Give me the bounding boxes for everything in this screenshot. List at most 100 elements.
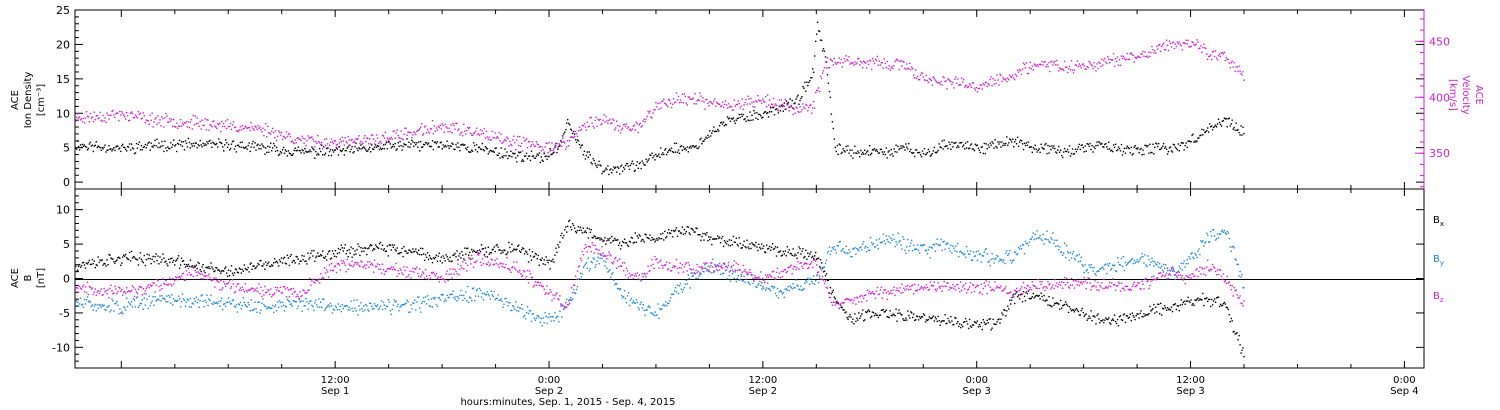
ion-density-point — [621, 170, 624, 172]
bx-point — [458, 255, 460, 257]
ion-density-point — [873, 148, 876, 150]
panel1-right-tick-label-0: 350 — [1429, 147, 1450, 160]
velocity-point — [184, 122, 187, 124]
by-point — [813, 275, 815, 277]
velocity-point — [599, 118, 601, 121]
bx-point — [927, 318, 930, 321]
by-point — [704, 264, 706, 266]
ion-density-point — [1136, 148, 1138, 150]
ion-density-point — [850, 155, 852, 157]
velocity-point — [1173, 47, 1176, 50]
ion-density-point — [261, 143, 263, 145]
ion-density-point — [423, 144, 426, 146]
bx-point — [624, 242, 627, 244]
by-point — [1218, 233, 1221, 235]
ion-density-point — [1054, 147, 1056, 150]
by-point — [889, 242, 891, 244]
bx-point — [276, 262, 279, 264]
by-point — [156, 299, 158, 301]
ion-density-point — [852, 157, 854, 159]
bx-point — [1088, 315, 1090, 317]
ion-density-point — [149, 149, 151, 151]
ion-density-point — [605, 167, 607, 169]
ion-density-point — [1231, 119, 1233, 121]
by-point — [131, 306, 134, 308]
bx-point — [1187, 296, 1189, 299]
velocity-point — [1003, 78, 1005, 80]
bx-point — [479, 250, 482, 253]
velocity-point — [1079, 65, 1081, 67]
bx-point — [489, 252, 491, 254]
bx-point — [668, 228, 670, 231]
by-point — [248, 304, 250, 306]
by-point — [243, 301, 245, 304]
ion-density-point — [499, 157, 501, 159]
bx-point — [1216, 296, 1219, 298]
velocity-point — [564, 142, 566, 144]
by-point — [1063, 242, 1066, 244]
by-point — [581, 273, 584, 275]
velocity-point — [974, 89, 977, 91]
velocity-point — [443, 131, 445, 133]
bx-point — [684, 232, 686, 235]
ion-density-point — [608, 173, 610, 176]
by-point — [1191, 252, 1193, 254]
velocity-point — [662, 100, 664, 102]
by-point — [101, 304, 103, 306]
ion-density-point — [180, 141, 183, 143]
velocity-point — [491, 130, 493, 132]
by-point — [652, 313, 654, 315]
by-point — [855, 253, 857, 255]
ion-density-point — [1117, 146, 1120, 148]
ion-density-point — [520, 151, 522, 153]
bx-point — [794, 253, 796, 255]
bx-point — [165, 260, 167, 262]
by-point — [1230, 250, 1232, 252]
by-point — [229, 303, 232, 305]
bx-point — [280, 257, 283, 259]
bx-point — [637, 237, 639, 239]
ion-density-point — [231, 140, 234, 143]
ion-density-point — [1104, 143, 1106, 146]
ion-density-point — [922, 152, 925, 155]
by-point — [430, 298, 433, 300]
ion-density-point — [702, 140, 704, 143]
ion-density-point — [789, 98, 791, 100]
bx-point — [323, 256, 325, 259]
ion-density-point — [461, 144, 463, 146]
velocity-point — [921, 72, 924, 75]
bx-point — [1003, 309, 1005, 311]
velocity-point — [926, 79, 929, 82]
bx-point — [300, 260, 302, 262]
by-point — [363, 305, 365, 307]
ion-density-point — [958, 146, 960, 148]
bx-point — [255, 267, 257, 269]
ion-density-point — [1008, 142, 1010, 144]
by-point — [761, 288, 763, 290]
ion-density-point — [1133, 146, 1135, 148]
by-point — [77, 301, 79, 303]
by-point — [726, 278, 729, 280]
bx-point — [332, 253, 335, 255]
bx-point — [1029, 298, 1031, 300]
by-point — [123, 306, 125, 308]
bx-point — [751, 242, 753, 244]
velocity-point — [1139, 56, 1141, 59]
by-point — [133, 299, 136, 301]
ion-density-point — [612, 169, 614, 171]
by-point — [1201, 241, 1203, 243]
bx-point — [170, 257, 172, 260]
bx-point — [803, 257, 805, 259]
by-point — [1112, 264, 1114, 266]
bx-point — [781, 254, 784, 256]
by-point — [344, 305, 346, 308]
bx-point — [928, 316, 931, 318]
velocity-point — [869, 60, 872, 62]
ion-density-point — [1081, 144, 1083, 146]
by-point — [602, 255, 604, 257]
bx-point — [152, 255, 154, 258]
bx-point — [156, 259, 158, 262]
velocity-point — [742, 108, 744, 110]
velocity-point — [324, 144, 327, 147]
bx-point — [508, 241, 510, 244]
